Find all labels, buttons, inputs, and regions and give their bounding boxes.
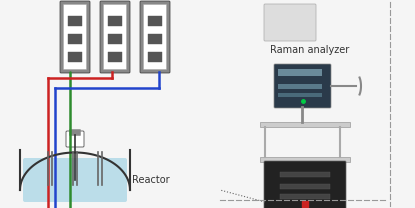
FancyBboxPatch shape bbox=[100, 1, 130, 73]
FancyBboxPatch shape bbox=[264, 4, 316, 41]
Bar bbox=[148, 16, 162, 26]
Bar bbox=[280, 172, 330, 177]
Bar bbox=[148, 34, 162, 44]
FancyBboxPatch shape bbox=[144, 5, 166, 69]
FancyBboxPatch shape bbox=[60, 1, 90, 73]
Text: Reactor: Reactor bbox=[132, 175, 170, 185]
Bar bbox=[68, 52, 82, 62]
Bar bbox=[278, 69, 322, 76]
FancyBboxPatch shape bbox=[63, 5, 86, 69]
FancyBboxPatch shape bbox=[69, 130, 81, 135]
Bar bbox=[260, 157, 350, 162]
FancyBboxPatch shape bbox=[140, 1, 170, 73]
FancyBboxPatch shape bbox=[66, 131, 84, 147]
FancyBboxPatch shape bbox=[264, 161, 346, 208]
Bar bbox=[108, 34, 122, 44]
Bar bbox=[260, 122, 350, 127]
FancyBboxPatch shape bbox=[103, 5, 127, 69]
Bar bbox=[148, 52, 162, 62]
FancyBboxPatch shape bbox=[23, 158, 127, 202]
Bar bbox=[108, 52, 122, 62]
Bar bbox=[280, 184, 330, 189]
Bar bbox=[68, 16, 82, 26]
FancyBboxPatch shape bbox=[274, 64, 331, 108]
Bar bbox=[108, 16, 122, 26]
Text: Raman analyzer: Raman analyzer bbox=[270, 45, 349, 55]
Bar bbox=[278, 93, 322, 97]
Bar bbox=[68, 34, 82, 44]
Bar bbox=[278, 84, 322, 89]
Bar bbox=[280, 194, 330, 199]
